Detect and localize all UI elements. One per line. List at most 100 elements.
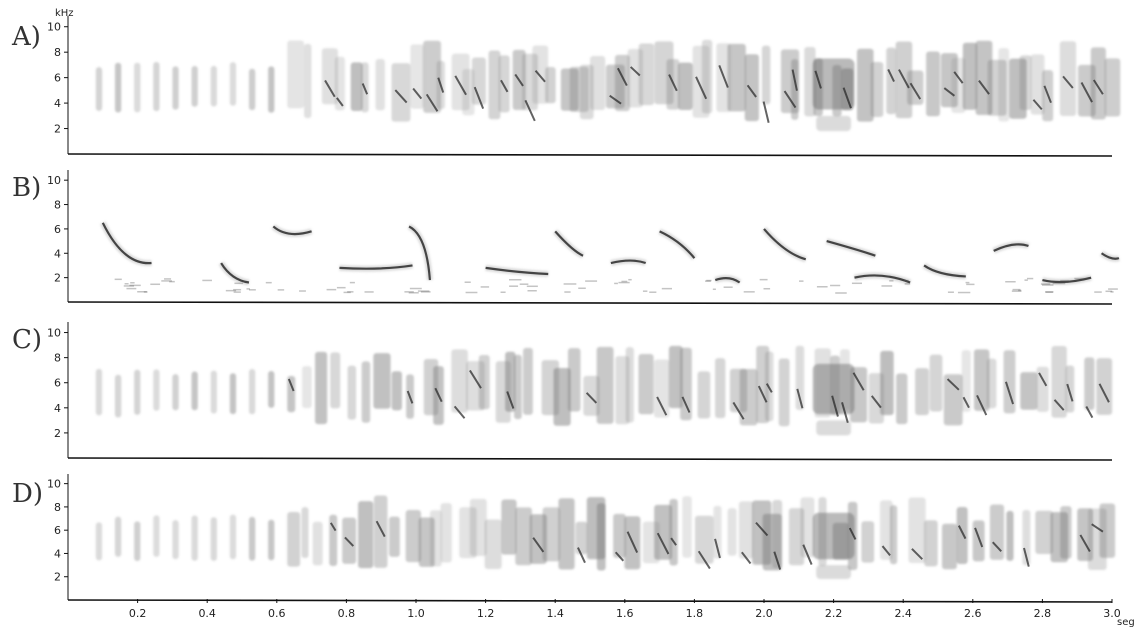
syllable-blob bbox=[998, 48, 1010, 122]
panel-c-spectrogram bbox=[95, 345, 1113, 436]
syllable-blob bbox=[880, 350, 894, 416]
background-noise bbox=[500, 291, 506, 294]
noise-band-low bbox=[816, 115, 851, 132]
panel-a-y-unit: kHz bbox=[55, 8, 74, 19]
panel-b-x-axis bbox=[67, 301, 1113, 305]
syllable-streak bbox=[909, 82, 922, 100]
syllable-streak bbox=[783, 90, 797, 109]
spectrogram-energy bbox=[95, 345, 1113, 436]
syllable-blob bbox=[638, 353, 654, 415]
syllable-blob bbox=[95, 67, 103, 111]
background-noise bbox=[169, 280, 175, 283]
syllable-streak bbox=[344, 536, 355, 547]
syllable-blob bbox=[861, 521, 875, 563]
background-noise bbox=[409, 287, 422, 290]
syllable-streak bbox=[532, 537, 545, 553]
syllable-streak bbox=[881, 545, 891, 557]
syllable-blob bbox=[287, 40, 305, 109]
background-noise bbox=[661, 287, 673, 290]
syllable-blob bbox=[329, 514, 338, 566]
note-halo bbox=[100, 221, 152, 267]
spectrogram-energy bbox=[100, 221, 1120, 286]
background-noise bbox=[585, 280, 598, 282]
syllable-blob bbox=[304, 43, 312, 119]
background-noise bbox=[1052, 282, 1066, 285]
panel-b-spectrogram bbox=[100, 221, 1120, 294]
background-noise bbox=[1011, 290, 1022, 292]
y-tick-label: 4 bbox=[54, 97, 61, 110]
syllable-streak bbox=[1038, 372, 1048, 387]
syllable-blob bbox=[1096, 358, 1113, 415]
syllable-blob bbox=[410, 44, 425, 109]
syllable-streak bbox=[957, 525, 967, 540]
syllable-blob bbox=[321, 48, 338, 105]
background-noise bbox=[1042, 284, 1054, 286]
syllable-streak bbox=[585, 392, 598, 404]
syllable-streak bbox=[757, 385, 768, 403]
syllable-blob bbox=[248, 516, 256, 561]
syllable-streak bbox=[1080, 82, 1093, 103]
panel-d-spectrogram bbox=[95, 495, 1116, 580]
syllable-blob bbox=[682, 496, 692, 558]
syllable-blob bbox=[134, 521, 141, 562]
syllable-blob bbox=[739, 368, 758, 426]
syllable-blob bbox=[361, 361, 371, 423]
background-noise bbox=[1026, 277, 1034, 280]
background-noise bbox=[509, 278, 522, 281]
background-noise bbox=[124, 283, 129, 285]
background-noise bbox=[578, 287, 586, 290]
noise-band bbox=[812, 363, 855, 415]
note-stroke bbox=[714, 277, 741, 284]
syllable-blob bbox=[191, 66, 198, 107]
note-stroke bbox=[610, 259, 647, 265]
syllable-blob bbox=[268, 371, 275, 408]
background-noise bbox=[480, 286, 490, 288]
syllable-blob bbox=[312, 521, 323, 566]
time-axis-unit: seg bbox=[1117, 617, 1135, 628]
background-noise bbox=[628, 278, 632, 281]
background-noise bbox=[129, 284, 141, 287]
syllable-blob bbox=[1019, 55, 1032, 110]
noise-band-low bbox=[816, 420, 851, 436]
y-tick-label: 10 bbox=[47, 21, 61, 34]
syllable-blob bbox=[856, 48, 874, 122]
syllable-blob bbox=[229, 373, 237, 415]
background-noise bbox=[1024, 279, 1028, 281]
background-noise bbox=[349, 281, 355, 284]
syllable-streak bbox=[848, 527, 857, 540]
background-noise bbox=[1060, 279, 1069, 282]
background-noise bbox=[130, 282, 135, 284]
x-tick-label: 1.2 bbox=[477, 607, 495, 620]
syllable-blob bbox=[391, 371, 402, 411]
syllable-blob bbox=[625, 347, 634, 423]
syllable-streak bbox=[762, 101, 770, 124]
syllable-streak bbox=[469, 369, 482, 389]
syllable-blob bbox=[868, 373, 884, 424]
syllable-blob bbox=[469, 498, 487, 556]
background-noise bbox=[957, 291, 971, 294]
syllable-streak bbox=[534, 70, 546, 83]
y-tick-label: 4 bbox=[54, 547, 61, 560]
syllable-streak bbox=[670, 537, 677, 546]
syllable-blob bbox=[680, 347, 692, 421]
syllable-blob bbox=[451, 349, 468, 413]
background-noise bbox=[246, 288, 250, 290]
panel-b: B) 2 4 6 8 10 bbox=[12, 170, 1120, 305]
syllable-blob bbox=[191, 515, 198, 561]
syllable-blob bbox=[358, 501, 374, 569]
background-noise bbox=[851, 282, 862, 285]
background-noise bbox=[1110, 291, 1114, 293]
syllable-blob bbox=[575, 521, 588, 555]
y-tick-label: 8 bbox=[54, 46, 61, 59]
syllable-blob bbox=[956, 506, 968, 565]
panel-d-x-axis bbox=[67, 599, 1113, 603]
syllable-streak bbox=[765, 383, 773, 393]
syllable-blob bbox=[488, 50, 501, 120]
syllable-blob bbox=[943, 374, 963, 426]
syllable-blob bbox=[1036, 366, 1049, 412]
syllable-blob bbox=[638, 43, 655, 106]
syllable-blob bbox=[972, 520, 985, 562]
syllable-blob bbox=[114, 374, 122, 418]
syllable-blob bbox=[505, 351, 516, 412]
panel-d: D) 2 4 6 8 10 bbox=[12, 474, 1116, 603]
